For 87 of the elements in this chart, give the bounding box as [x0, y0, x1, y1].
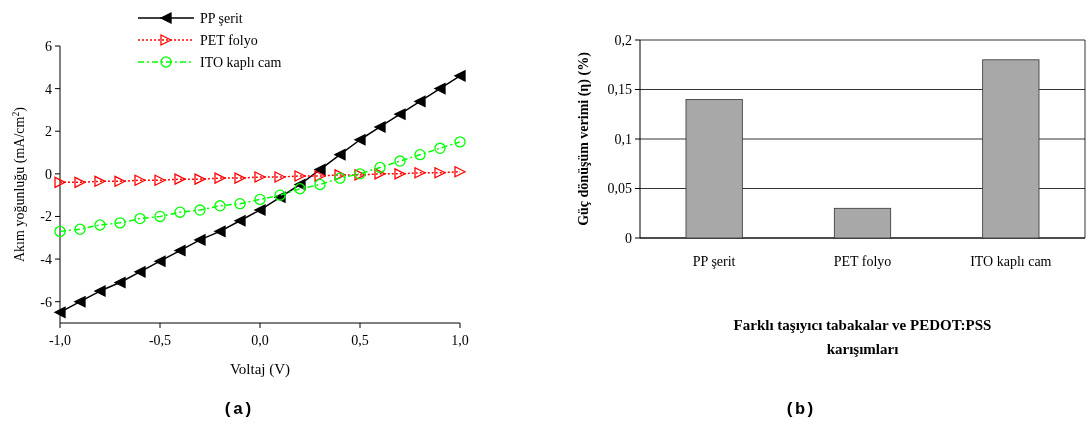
text: (b): [784, 400, 816, 419]
point: [134, 212, 146, 225]
point: [374, 161, 386, 174]
point: [134, 174, 146, 186]
y-tick-label: 0: [45, 166, 52, 182]
y-tick-label: 0,15: [607, 82, 632, 98]
point: [194, 173, 206, 185]
point: [354, 134, 366, 146]
bar: [685, 99, 743, 239]
point: [234, 197, 246, 210]
point: [434, 82, 446, 95]
y-tick-label: -2: [40, 209, 52, 225]
point: [214, 225, 226, 238]
bar: [833, 207, 892, 239]
point: [394, 168, 406, 180]
legend-label: ITO kaplı cam: [200, 54, 282, 70]
point: [154, 210, 166, 223]
y-tick-label: 2: [45, 124, 52, 140]
point: [114, 217, 126, 229]
point: [394, 155, 406, 167]
point: [194, 234, 206, 246]
point: [94, 175, 106, 187]
x-axis-title: Farklı taşıyıcı tabakalar ve PEDOT:PSS karışımları: [733, 317, 992, 357]
point: [274, 171, 286, 183]
point: [54, 176, 66, 189]
y-tick-label: 0: [625, 230, 632, 246]
point: [454, 136, 466, 148]
point: [54, 225, 66, 238]
point: [414, 148, 426, 161]
point: [74, 223, 86, 235]
point: [434, 142, 446, 154]
point: [254, 171, 266, 183]
point: [454, 70, 466, 82]
y-tick-label: -4: [40, 251, 52, 267]
y-tick-label: -6: [40, 294, 52, 310]
point: [214, 172, 226, 184]
point: [394, 108, 406, 120]
point: [414, 167, 426, 179]
point: [234, 172, 246, 184]
y-tick-label: 6: [45, 38, 52, 54]
point: [314, 170, 326, 182]
x-tick-label: ITO kaplı cam: [970, 254, 1052, 269]
y-tick-label: 0,1: [614, 131, 632, 147]
point: [174, 173, 186, 185]
y-axis-title: Güç dönüşüm verimi (η) (%): [576, 51, 592, 226]
text: (a): [222, 400, 254, 419]
point: [214, 200, 226, 212]
point: [54, 306, 66, 318]
x-tick-label: 0,0: [251, 333, 269, 348]
point: [434, 167, 446, 179]
legend-label: PET folyo: [200, 32, 258, 48]
point: [234, 215, 246, 227]
point: [74, 296, 86, 308]
x-tick-label: PP şerit: [692, 254, 736, 269]
point: [454, 166, 466, 178]
point: [254, 204, 266, 216]
x-tick-label: 0,5: [351, 333, 369, 348]
point: [134, 266, 146, 278]
point: [114, 276, 126, 289]
x-tick-label: PET folyo: [833, 254, 892, 269]
point: [314, 178, 326, 191]
point: [154, 255, 166, 267]
point: [294, 183, 306, 195]
legend-label: PP şerit: [200, 10, 243, 26]
point: [374, 121, 386, 133]
point: [74, 176, 86, 189]
point: [94, 219, 106, 231]
point: [294, 170, 306, 182]
x-tick-label: -1,0: [48, 333, 72, 348]
point: [254, 193, 266, 206]
point: [174, 206, 186, 218]
point: [414, 95, 426, 108]
y-tick-label: 0,05: [607, 181, 632, 197]
point: [334, 149, 346, 161]
point: [154, 174, 166, 186]
point: [114, 175, 126, 187]
y-tick-label: 0,2: [614, 32, 632, 48]
point: [374, 168, 386, 180]
point: [94, 285, 106, 297]
x-tick-label: 1,0: [451, 333, 469, 348]
point: [314, 163, 326, 176]
point: [194, 204, 206, 216]
bar: [982, 59, 1040, 239]
y-tick-label: 4: [45, 81, 52, 97]
x-tick-label: -0,5: [148, 333, 172, 348]
x-axis-title: Voltaj (V): [229, 361, 291, 378]
point: [174, 244, 186, 257]
